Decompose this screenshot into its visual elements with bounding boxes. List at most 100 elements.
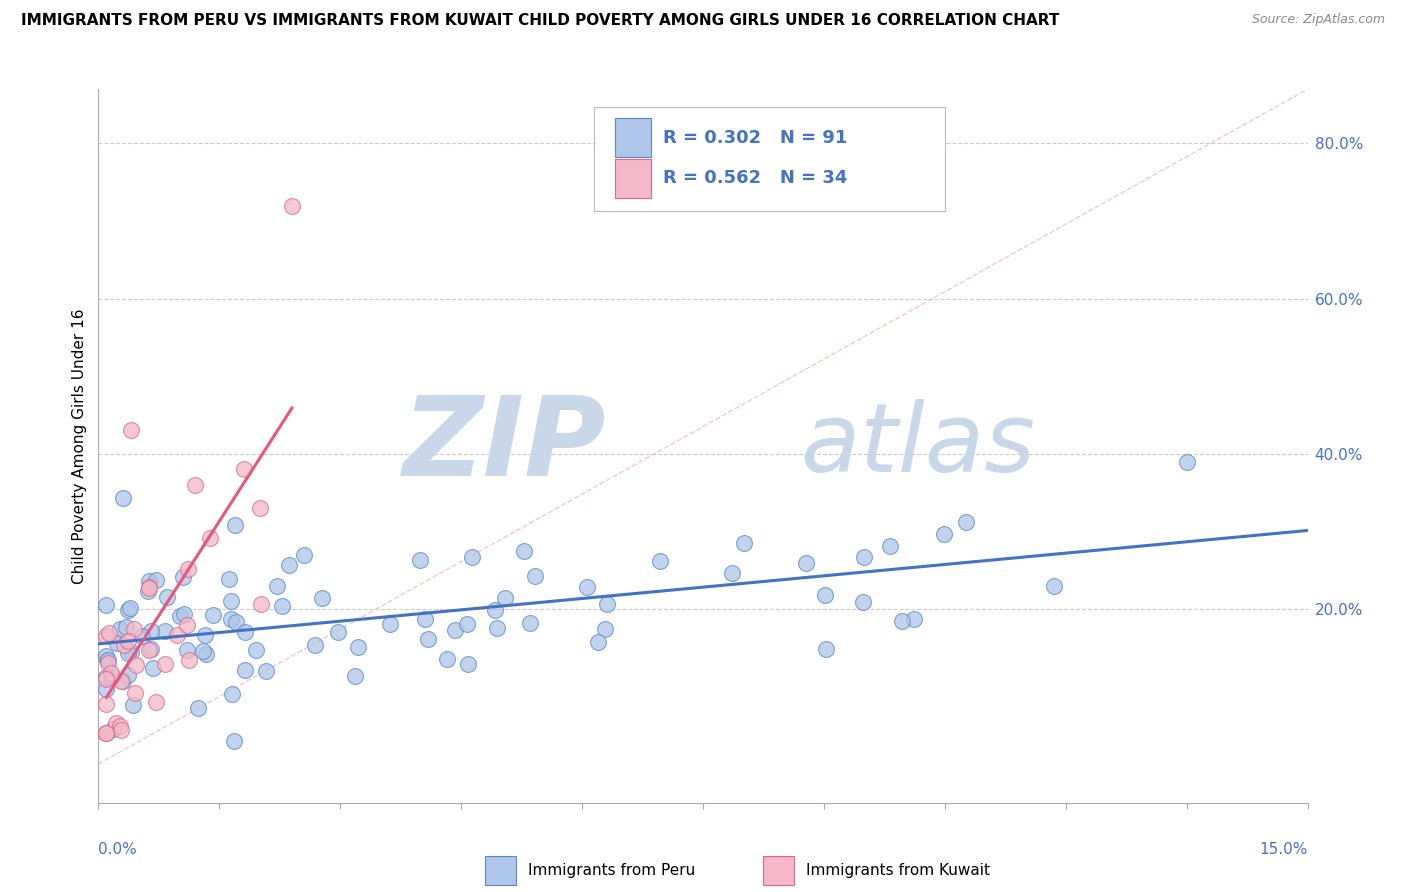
- Point: [96, 653, 118, 667]
- Point: [169, 609, 191, 624]
- Point: [650, 554, 672, 568]
- Point: [96, 726, 118, 740]
- Point: [233, 625, 256, 640]
- Point: [219, 594, 242, 608]
- Point: [794, 556, 817, 570]
- Point: [266, 578, 288, 592]
- Point: [413, 612, 436, 626]
- Point: [219, 612, 242, 626]
- Point: [576, 580, 599, 594]
- FancyBboxPatch shape: [485, 856, 516, 885]
- Point: [720, 566, 742, 580]
- Point: [436, 652, 458, 666]
- Point: [519, 615, 541, 630]
- Point: [202, 607, 225, 622]
- Text: ZIP: ZIP: [402, 392, 606, 500]
- Point: [142, 661, 165, 675]
- Point: [195, 647, 218, 661]
- Text: IMMIGRANTS FROM PERU VS IMMIGRANTS FROM KUWAIT CHILD POVERTY AMONG GIRLS UNDER 1: IMMIGRANTS FROM PERU VS IMMIGRANTS FROM …: [21, 13, 1060, 29]
- Point: [153, 657, 176, 672]
- Point: [112, 674, 135, 689]
- Point: [117, 668, 139, 682]
- Point: [346, 640, 368, 654]
- Point: [120, 645, 142, 659]
- Point: [98, 626, 121, 640]
- Point: [218, 573, 240, 587]
- Point: [221, 687, 243, 701]
- Point: [494, 591, 516, 605]
- Point: [176, 643, 198, 657]
- Point: [173, 607, 195, 622]
- Point: [232, 462, 254, 476]
- Point: [103, 722, 125, 736]
- Point: [456, 617, 478, 632]
- Point: [224, 517, 246, 532]
- Point: [96, 726, 118, 740]
- Point: [233, 663, 256, 677]
- FancyBboxPatch shape: [614, 118, 651, 157]
- Point: [101, 669, 124, 683]
- Point: [138, 643, 160, 657]
- Point: [112, 491, 135, 505]
- Point: [100, 665, 122, 680]
- Point: [281, 198, 304, 212]
- Point: [194, 628, 217, 642]
- Point: [96, 672, 118, 686]
- Point: [270, 599, 292, 613]
- Point: [311, 591, 333, 605]
- Point: [117, 603, 139, 617]
- Point: [110, 723, 132, 738]
- Point: [891, 614, 914, 628]
- Point: [224, 733, 246, 747]
- Text: R = 0.562   N = 34: R = 0.562 N = 34: [664, 169, 848, 187]
- Point: [145, 574, 167, 588]
- Point: [96, 629, 118, 643]
- Point: [176, 618, 198, 632]
- Point: [139, 641, 162, 656]
- Text: 0.0%: 0.0%: [98, 842, 138, 857]
- Point: [122, 622, 145, 636]
- Point: [112, 638, 135, 652]
- Point: [105, 636, 128, 650]
- Point: [198, 531, 221, 545]
- Point: [1043, 579, 1066, 593]
- Point: [125, 657, 148, 672]
- Point: [304, 638, 326, 652]
- Point: [96, 726, 118, 740]
- Point: [328, 625, 350, 640]
- Point: [903, 611, 925, 625]
- Point: [145, 695, 167, 709]
- FancyBboxPatch shape: [595, 107, 945, 211]
- Point: [512, 544, 534, 558]
- FancyBboxPatch shape: [763, 856, 794, 885]
- Point: [485, 621, 508, 635]
- Point: [122, 698, 145, 712]
- Point: [344, 669, 367, 683]
- Point: [596, 597, 619, 611]
- Point: [852, 594, 875, 608]
- Point: [108, 719, 131, 733]
- Point: [461, 549, 484, 564]
- Text: 15.0%: 15.0%: [1260, 842, 1308, 857]
- Point: [184, 477, 207, 491]
- Point: [110, 673, 132, 688]
- Point: [484, 603, 506, 617]
- Point: [1175, 454, 1198, 468]
- Point: [879, 539, 901, 553]
- Point: [187, 700, 209, 714]
- Point: [117, 633, 139, 648]
- Point: [852, 550, 875, 565]
- Point: [114, 620, 136, 634]
- Point: [177, 653, 200, 667]
- Point: [245, 643, 267, 657]
- Point: [193, 644, 215, 658]
- Point: [120, 601, 142, 615]
- FancyBboxPatch shape: [614, 159, 651, 198]
- Point: [138, 574, 160, 589]
- Text: Source: ZipAtlas.com: Source: ZipAtlas.com: [1251, 13, 1385, 27]
- Point: [814, 588, 837, 602]
- Point: [593, 622, 616, 636]
- Point: [96, 598, 118, 612]
- Point: [120, 424, 142, 438]
- Point: [934, 527, 956, 541]
